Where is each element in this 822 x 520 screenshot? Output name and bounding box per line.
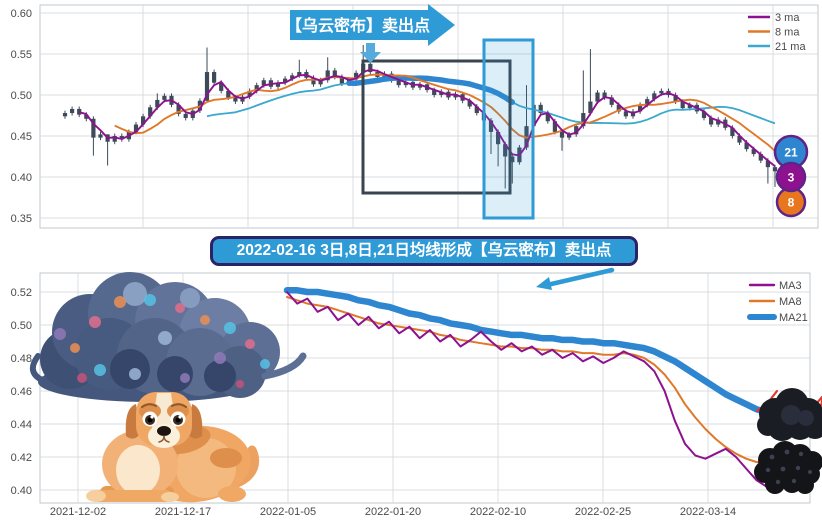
svg-text:2022-03-14: 2022-03-14 xyxy=(680,506,736,518)
ma-badge-3 xyxy=(775,161,807,193)
svg-text:2021-12-02: 2021-12-02 xyxy=(50,506,106,518)
svg-text:2022-01-20: 2022-01-20 xyxy=(365,506,421,518)
svg-text:0.55: 0.55 xyxy=(11,49,32,61)
storm-cloud-illustration xyxy=(29,272,307,402)
candlestick-chart-layers: 0.60 0.55 0.50 0.45 0.40 0.35 【乌云密布】卖出点 3 ma 8 m… xyxy=(11,4,819,229)
ma3-line xyxy=(78,68,776,168)
svg-text:MA8: MA8 xyxy=(779,296,802,308)
down-arrow-icon xyxy=(360,43,381,63)
svg-text:0.42: 0.42 xyxy=(11,452,32,464)
svg-text:0.60: 0.60 xyxy=(11,8,32,20)
svg-text:2022-02-25: 2022-02-25 xyxy=(575,506,631,518)
svg-text:MA3: MA3 xyxy=(779,280,802,292)
svg-text:0.50: 0.50 xyxy=(11,320,32,332)
ma-line-chart: 0.52 0.50 0.48 0.46 0.44 0.42 0.40 2021-12-02 20… xyxy=(11,267,822,518)
svg-text:0.52: 0.52 xyxy=(11,287,32,299)
svg-text:21 ma: 21 ma xyxy=(775,41,806,53)
svg-text:3 ma: 3 ma xyxy=(775,12,800,24)
svg-text:8 ma: 8 ma xyxy=(775,27,800,39)
ma-chart-legend: MA3 MA8 MA21 xyxy=(747,280,808,324)
arrow-head-icon xyxy=(536,277,552,290)
dog-illustration xyxy=(86,392,260,503)
ma8-line xyxy=(114,73,776,152)
ma-badges: 21 8 3 xyxy=(773,134,809,218)
pattern-highlight-box xyxy=(361,59,512,195)
ma8-line xyxy=(286,296,788,465)
svg-text:0.45: 0.45 xyxy=(11,131,32,143)
ma3-line xyxy=(286,291,788,488)
svg-text:21: 21 xyxy=(784,146,798,160)
svg-text:8: 8 xyxy=(788,196,795,210)
svg-text:3: 3 xyxy=(788,171,795,185)
svg-text:MA21: MA21 xyxy=(779,312,808,324)
svg-text:2022-02-10: 2022-02-10 xyxy=(470,506,526,518)
svg-text:【乌云密布】卖出点: 【乌云密布】卖出点 xyxy=(286,16,430,35)
candle-chart-grid: 0.60 0.55 0.50 0.45 0.40 0.35 xyxy=(11,4,819,229)
candlestick-chart: 0.60 0.55 0.50 0.45 0.40 0.35 【乌云密布】卖出点 3 ma 8 m… xyxy=(11,4,819,229)
candle-chart-legend: 3 ma 8 ma 21 ma xyxy=(748,12,806,53)
signal-highlight-box xyxy=(482,38,535,220)
svg-text:0.46: 0.46 xyxy=(11,386,32,398)
svg-text:0.48: 0.48 xyxy=(11,353,32,365)
svg-text:0.44: 0.44 xyxy=(11,419,32,431)
svg-text:2021-12-17: 2021-12-17 xyxy=(155,506,211,518)
svg-text:0.35: 0.35 xyxy=(11,213,32,225)
sell-point-callout: 【乌云密布】卖出点 xyxy=(286,4,455,63)
event-banner: 2022-02-16 3日,8日,21日均线形成【乌云密布】卖出点 xyxy=(210,236,638,266)
ma21-line xyxy=(283,287,791,421)
svg-text:0.50: 0.50 xyxy=(11,90,32,102)
ma-chart-series xyxy=(283,287,791,488)
svg-text:0.40: 0.40 xyxy=(11,172,32,184)
dark-berry-cloud-illustration xyxy=(754,388,822,494)
banner-arrow xyxy=(536,267,615,290)
svg-text:0.40: 0.40 xyxy=(11,485,32,497)
svg-text:2022-01-05: 2022-01-05 xyxy=(260,506,316,518)
